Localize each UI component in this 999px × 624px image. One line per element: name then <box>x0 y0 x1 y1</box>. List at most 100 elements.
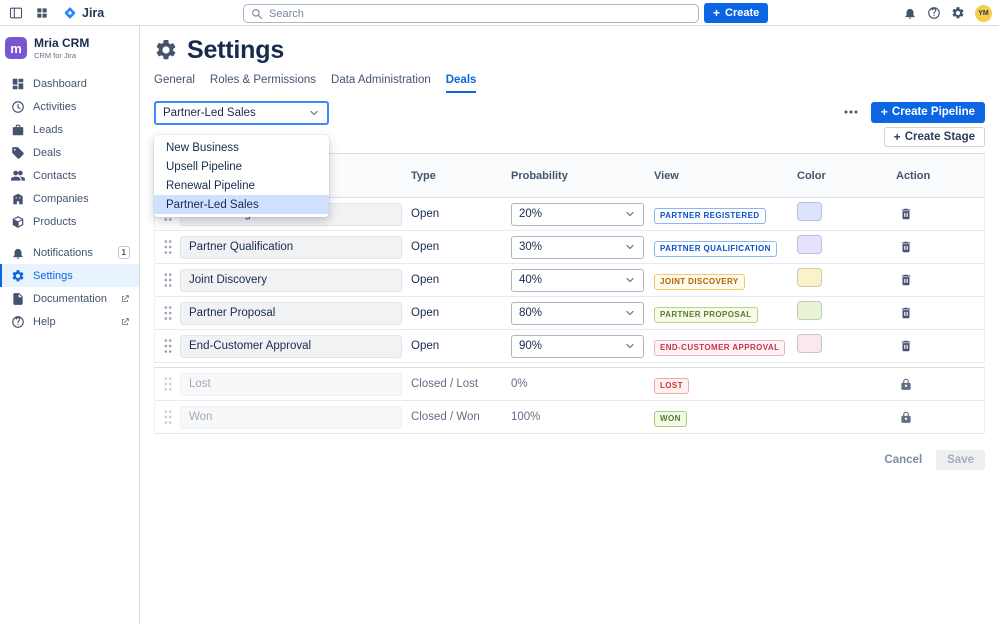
notifications-count-badge: 1 <box>117 246 130 259</box>
probability-select[interactable]: 80% <box>511 301 644 325</box>
plus-icon: + <box>893 130 901 144</box>
delete-stage-button[interactable] <box>897 337 915 355</box>
sidebar-item-companies[interactable]: Companies <box>0 187 139 210</box>
column-header-probability: Probability <box>511 169 568 182</box>
sidebar-item-contacts[interactable]: Contacts <box>0 164 139 187</box>
sidebar-item-notifications[interactable]: Notifications 1 <box>0 241 139 264</box>
color-swatch[interactable] <box>797 202 822 221</box>
app-sidebar: m Mria CRM CRM for Jira Dashboard Activi… <box>0 26 140 624</box>
create-button-label: Create <box>725 7 760 19</box>
stage-view-lozenge: PARTNER REGISTERED <box>654 207 766 224</box>
notifications-bell-icon[interactable] <box>903 6 917 20</box>
create-pipeline-button[interactable]: + Create Pipeline <box>870 101 985 123</box>
cancel-button[interactable]: Cancel <box>876 450 930 470</box>
sidebar-item-label: Notifications <box>33 246 93 259</box>
color-swatch[interactable] <box>797 235 822 254</box>
probability-value: 40% <box>519 274 543 286</box>
pipeline-select[interactable]: Partner-Led Sales <box>154 101 329 125</box>
probability-select[interactable]: 40% <box>511 268 644 292</box>
delete-stage-button[interactable] <box>897 205 915 223</box>
stage-name-input <box>180 372 402 396</box>
search-input[interactable] <box>269 7 691 20</box>
sidebar-item-label: Documentation <box>33 292 107 305</box>
stages-table: Name Type Probability View Color Action … <box>154 153 985 434</box>
jira-home-link[interactable]: Jira <box>63 6 104 20</box>
more-options-button[interactable] <box>840 101 862 123</box>
color-swatch[interactable] <box>797 334 822 353</box>
column-header-color: Color <box>797 169 826 182</box>
create-button[interactable]: + Create <box>704 3 769 23</box>
sidebar-item-help[interactable]: Help <box>0 310 139 333</box>
delete-stage-button[interactable] <box>897 304 915 322</box>
dashboard-icon <box>11 77 25 91</box>
sidebar-item-documentation[interactable]: Documentation <box>0 287 139 310</box>
global-search[interactable] <box>243 4 699 23</box>
plus-icon: + <box>880 105 888 119</box>
external-link-icon <box>120 294 130 304</box>
settings-gear-icon[interactable] <box>951 6 965 20</box>
probability-value: 0% <box>511 378 528 390</box>
search-icon <box>251 8 263 20</box>
drag-handle-icon[interactable] <box>155 239 180 255</box>
sidebar-item-dashboard[interactable]: Dashboard <box>0 72 139 95</box>
stage-name-input[interactable] <box>180 301 402 325</box>
drag-handle-icon <box>155 376 180 392</box>
sidebar-item-activities[interactable]: Activities <box>0 95 139 118</box>
sidebar-toggle-icon[interactable] <box>8 5 24 21</box>
chevron-down-icon <box>624 274 636 286</box>
stage-name-input[interactable] <box>180 334 402 358</box>
settings-page: Settings General Roles & Permissions Dat… <box>140 26 999 624</box>
tab-data-administration[interactable]: Data Administration <box>331 74 431 86</box>
delete-stage-button[interactable] <box>897 271 915 289</box>
stage-type: Open <box>411 340 440 352</box>
sidebar-item-deals[interactable]: Deals <box>0 141 139 164</box>
tab-general[interactable]: General <box>154 74 195 86</box>
probability-select[interactable]: 30% <box>511 235 644 259</box>
stage-name-input[interactable] <box>180 268 402 292</box>
save-button[interactable]: Save <box>936 450 985 470</box>
chevron-down-icon <box>624 208 636 220</box>
leads-icon <box>11 123 25 137</box>
stage-view-lozenge: PARTNER QUALIFICATION <box>654 240 777 257</box>
probability-value: 80% <box>519 307 543 319</box>
drag-handle-icon[interactable] <box>155 338 180 354</box>
delete-stage-button[interactable] <box>897 238 915 256</box>
color-swatch[interactable] <box>797 268 822 287</box>
sidebar-item-settings[interactable]: Settings <box>0 264 139 287</box>
sidebar-item-label: Dashboard <box>33 77 87 90</box>
sidebar-item-label: Settings <box>33 269 73 282</box>
notifications-icon <box>11 246 25 260</box>
create-stage-button[interactable]: + Create Stage <box>883 127 985 147</box>
stage-row: Open 30% PARTNER QUALIFICATION <box>155 231 984 264</box>
stage-view-lozenge: JOINT DISCOVERY <box>654 273 745 290</box>
stage-type: Open <box>411 307 440 319</box>
sidebar-item-products[interactable]: Products <box>0 210 139 233</box>
menu-item-renewal-pipeline[interactable]: Renewal Pipeline <box>166 179 255 192</box>
sidebar-item-label: Companies <box>33 192 89 205</box>
menu-item-upsell-pipeline[interactable]: Upsell Pipeline <box>166 160 243 173</box>
probability-select[interactable]: 90% <box>511 334 644 358</box>
column-header-action: Action <box>896 169 931 182</box>
app-subtitle: CRM for Jira <box>34 51 77 60</box>
pipeline-select-value: Partner-Led Sales <box>163 107 256 119</box>
documentation-icon <box>11 292 25 306</box>
tab-roles-permissions[interactable]: Roles & Permissions <box>209 74 317 86</box>
lock-icon <box>897 408 915 426</box>
sidebar-item-leads[interactable]: Leads <box>0 118 139 141</box>
color-swatch[interactable] <box>797 301 822 320</box>
drag-handle-icon[interactable] <box>155 305 180 321</box>
menu-item-partner-led-sales[interactable]: Partner-Led Sales <box>154 195 329 214</box>
stage-name-input[interactable] <box>180 235 402 259</box>
drag-handle-icon[interactable] <box>155 272 180 288</box>
probability-select[interactable]: 20% <box>511 202 644 226</box>
sidebar-item-label: Products <box>33 215 77 228</box>
tab-deals[interactable]: Deals <box>445 74 477 93</box>
user-avatar[interactable]: YM <box>975 4 992 22</box>
deals-icon <box>11 146 25 160</box>
app-switcher-icon[interactable] <box>35 6 49 20</box>
top-navigation-bar: Jira + Create YM <box>0 0 999 26</box>
chevron-down-icon <box>308 107 320 119</box>
menu-item-new-business[interactable]: New Business <box>166 141 239 154</box>
help-icon[interactable] <box>927 6 941 20</box>
page-title: Settings <box>187 35 285 64</box>
